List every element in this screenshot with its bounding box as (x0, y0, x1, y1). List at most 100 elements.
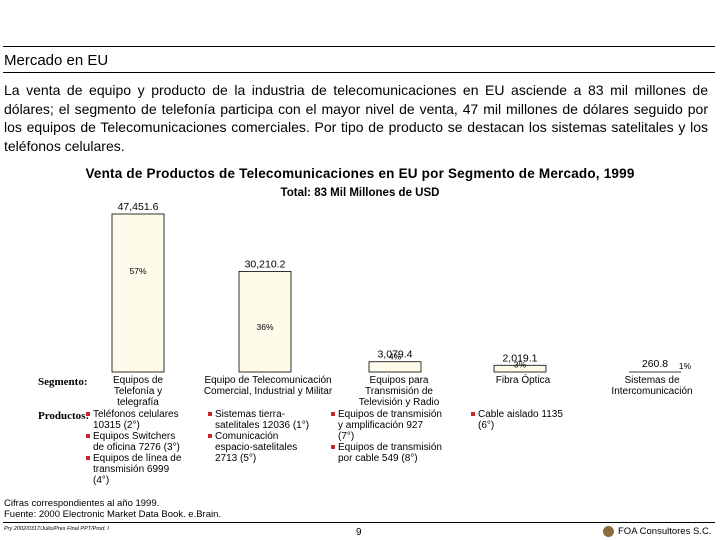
product-item-line: Comunicación (208, 431, 309, 442)
page-heading: Mercado en EU (4, 52, 109, 69)
bar (493, 364, 547, 373)
segment-row-label: Segmento: (38, 376, 88, 388)
intro-paragraph: La venta de equipo y producto de la indu… (4, 82, 708, 154)
product-item-line: Equipos Switchers (86, 431, 181, 442)
segment-label: Equipo de Telecomunicación Comercial, Ind… (178, 375, 358, 397)
product-item: Teléfonos celulares 10315 (2°) (86, 409, 181, 431)
segment-label-line: telegrafía (117, 397, 159, 408)
bullet-icon (86, 412, 90, 416)
product-text: Equipos de transmisión (338, 409, 442, 420)
product-text: satelitales 12036 (1°) (215, 420, 310, 431)
product-item-line: (6°) (471, 420, 563, 431)
bar-value-label: 47,451.6 (118, 201, 159, 213)
segment-label-line: Telefonía y (113, 386, 163, 397)
segment-label-line: Fibra Óptica (495, 375, 551, 386)
product-item-line: y amplificación 927 (331, 420, 442, 431)
company-logo-icon (603, 526, 614, 537)
footer-rule (3, 522, 715, 523)
segment-label-line: Transmisión de (365, 386, 433, 397)
bullet-icon (86, 434, 90, 438)
product-item-line: Teléfonos celulares (86, 409, 181, 420)
product-text: Equipos Switchers (93, 431, 176, 442)
product-item-line: 2713 (5°) (208, 453, 309, 464)
product-item-line: (4°) (86, 475, 181, 486)
product-text: por cable 549 (8°) (338, 453, 418, 464)
product-item: Sistemas tierra-satelitales 12036 (1°) (208, 409, 309, 431)
product-text: de oficina 7276 (3°) (93, 442, 180, 453)
product-item-line: espacio-satelitales (208, 442, 309, 453)
product-text: transmisión 6999 (93, 464, 170, 475)
bar-percent-label: 3% (514, 359, 527, 369)
source-note: Cifras correspondientes al año 1999. Fue… (4, 498, 222, 520)
product-item-line: por cable 549 (8°) (331, 453, 442, 464)
product-text: Sistemas tierra- (215, 409, 286, 420)
product-item-line: (7°) (331, 431, 442, 442)
bullet-icon (208, 412, 212, 416)
bullet-icon (331, 445, 335, 449)
top-rule (3, 46, 715, 47)
product-column: Equipos de transmisión y amplificación 92… (331, 409, 442, 464)
source-note-line: Fuente: 2000 Electronic Market Data Book… (4, 508, 222, 520)
product-column: Sistemas tierra-satelitales 12036 (1°) Co… (208, 409, 309, 464)
bar (368, 361, 422, 373)
source-note-line: Cifras correspondientes al año 1999. (4, 498, 160, 509)
product-item: Equipos de línea de transmisión 6999 (4°) (86, 453, 181, 486)
product-item: Equipos de transmisión por cable 549 (8°) (331, 442, 442, 464)
bar-percent-label: 57% (129, 266, 146, 276)
product-item: Equipos de transmisión y amplificación 92… (331, 409, 442, 442)
bar (238, 271, 292, 373)
segment-label: Equipos de Telefonía y telegrafía (48, 375, 228, 408)
bar-percent-label: 4% (389, 352, 402, 362)
segment-label: Sistemas de Intercomunicación (562, 375, 720, 397)
product-item-line: Equipos de transmisión (331, 409, 442, 420)
company-name: FOA Consultores S.C. (618, 526, 712, 537)
chart-subtitle: Total: 83 Mil Millones de USD (280, 187, 440, 199)
product-item-line: transmisión 6999 (86, 464, 181, 475)
segment-label-line: Comercial, Industrial y Militar (203, 386, 333, 397)
product-column: Cable aislado 1135 (6°) (471, 409, 563, 431)
product-item: Equipos Switchers de oficina 7276 (3°) (86, 431, 181, 453)
product-item-line: Cable aislado 1135 (471, 409, 563, 420)
product-item: Cable aislado 1135 (6°) (471, 409, 563, 431)
segment-label-line: Equipos para (369, 375, 429, 386)
product-text: Cable aislado 1135 (478, 409, 563, 420)
chart-title: Venta de Productos de Telecomunicaciones… (85, 166, 635, 181)
bullet-icon (471, 412, 475, 416)
product-text: Teléfonos celulares (93, 409, 179, 420)
segment-label-line: Equipos de (112, 375, 164, 386)
product-text: espacio-satelitales (215, 442, 298, 453)
product-text: Equipos de línea de (93, 453, 182, 464)
product-item-line: satelitales 12036 (1°) (208, 420, 309, 431)
product-item: Comunicación espacio-satelitales 2713 (5°) (208, 431, 309, 464)
product-item-line: 10315 (2°) (86, 420, 181, 431)
product-text: 2713 (5°) (215, 453, 257, 464)
segment-label: Equipos para Transmisión de Televisión y R… (309, 375, 489, 408)
bar-value-label: 30,210.2 (245, 258, 286, 270)
document-code: Pry 2002/0317/Julio/Pres Final PPT/Prod.… (4, 526, 109, 532)
bullet-icon (331, 412, 335, 416)
bar-value-label: 3,079.4 (377, 349, 412, 361)
product-column: Teléfonos celulares 10315 (2°) Equipos Swi… (86, 409, 181, 486)
segment-label-line: Intercomunicación (611, 386, 693, 397)
product-item-line: Equipos de transmisión (331, 442, 442, 453)
page-number: 9 (356, 527, 362, 538)
bullet-icon (208, 434, 212, 438)
product-text: (7°) (338, 431, 355, 442)
segment-label-line: Sistemas de (624, 375, 680, 386)
bullet-icon (86, 456, 90, 460)
product-text: 10315 (2°) (93, 420, 140, 431)
segment-label: Fibra Óptica (433, 375, 613, 386)
bar-value-label: 2,019.1 (502, 352, 537, 364)
bar-percent-label: 36% (256, 322, 273, 332)
bar-percent-label: 1% (679, 361, 692, 371)
bar-value-label: 260.8 (642, 358, 668, 370)
product-item-line: de oficina 7276 (3°) (86, 442, 181, 453)
product-text: (6°) (478, 420, 495, 431)
bar (111, 213, 165, 373)
product-item-line: Sistemas tierra- (208, 409, 309, 420)
product-text: y amplificación 927 (338, 420, 424, 431)
product-text: Comunicación (215, 431, 279, 442)
product-text: (4°) (93, 475, 110, 486)
heading-rule (3, 72, 715, 73)
